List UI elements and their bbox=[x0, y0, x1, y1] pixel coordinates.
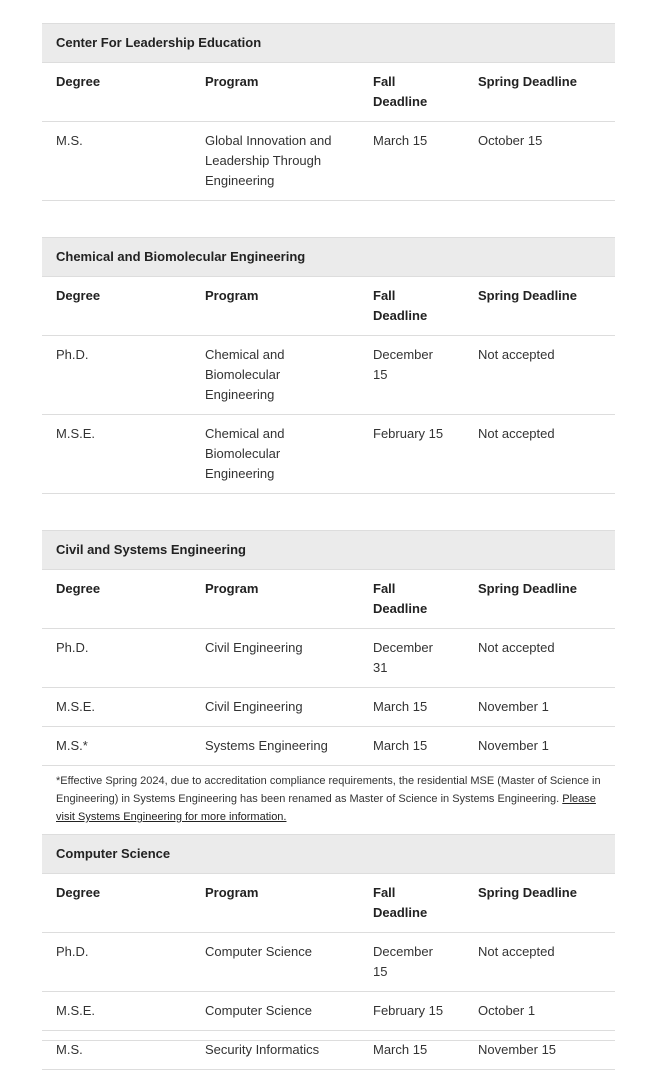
deadlines-content: Center For Leadership Education Degree Pro… bbox=[42, 23, 616, 1070]
footnote-text: *Effective Spring 2024, due to accredita… bbox=[56, 775, 601, 805]
cell-spring: October 1 bbox=[464, 991, 616, 1031]
cell-fall: March 15 bbox=[359, 121, 464, 201]
deadline-table: Civil and Systems Engineering Degree Progr… bbox=[42, 530, 615, 766]
deadline-table: Chemical and Biomolecular Engineering Deg… bbox=[42, 237, 616, 494]
column-header-program: Program bbox=[191, 62, 359, 122]
column-header-fall: Fall Deadline bbox=[359, 569, 464, 629]
cell-fall: December 15 bbox=[359, 335, 464, 415]
divider bbox=[42, 1040, 615, 1041]
cell-spring: Not accepted bbox=[464, 932, 616, 992]
column-header-fall: Fall Deadline bbox=[359, 62, 464, 122]
cell-degree: M.S.* bbox=[42, 726, 191, 766]
deadline-table: Center For Leadership Education Degree Pro… bbox=[42, 23, 616, 201]
column-header-spring: Spring Deadline bbox=[464, 62, 616, 122]
section-title: Civil and Systems Engineering bbox=[42, 530, 615, 570]
table-row: M.S.E. Computer Science February 15 October… bbox=[42, 991, 616, 1031]
cell-program: Chemical and Biomolecular Engineering bbox=[191, 414, 359, 494]
table-row: Ph.D. Chemical and Biomolecular Engineeri… bbox=[42, 335, 616, 415]
table-row: M.S.E. Chemical and Biomolecular Engineer… bbox=[42, 414, 616, 494]
cell-fall: March 15 bbox=[359, 726, 464, 766]
column-header-degree: Degree bbox=[42, 569, 191, 629]
column-header-fall: Fall Deadline bbox=[359, 873, 464, 933]
cell-spring: Not accepted bbox=[464, 335, 616, 415]
cell-program: Security Informatics bbox=[191, 1030, 359, 1070]
column-header-degree: Degree bbox=[42, 873, 191, 933]
column-header-spring: Spring Deadline bbox=[464, 276, 616, 336]
column-header-program: Program bbox=[191, 569, 359, 629]
cell-program: Computer Science bbox=[191, 991, 359, 1031]
cell-degree: M.S. bbox=[42, 121, 191, 201]
table-row: M.S.* Systems Engineering March 15 November… bbox=[42, 726, 615, 766]
cell-degree: Ph.D. bbox=[42, 335, 191, 415]
systems-engineering-link[interactable]: Please visit Systems Engineering for mor… bbox=[56, 793, 596, 823]
section-title: Chemical and Biomolecular Engineering bbox=[42, 237, 616, 277]
section-title: Computer Science bbox=[42, 834, 616, 874]
column-header-spring: Spring Deadline bbox=[464, 873, 616, 933]
cell-fall: February 15 bbox=[359, 991, 464, 1031]
cell-fall: December 15 bbox=[359, 932, 464, 992]
cell-program: Systems Engineering bbox=[191, 726, 359, 766]
cell-degree: M.S. bbox=[42, 1030, 191, 1070]
cell-fall: March 15 bbox=[359, 687, 464, 727]
cell-program: Civil Engineering bbox=[191, 687, 359, 727]
column-header-program: Program bbox=[191, 873, 359, 933]
column-header-program: Program bbox=[191, 276, 359, 336]
cell-program: Global Innovation and Leadership Through… bbox=[191, 121, 359, 201]
column-header-degree: Degree bbox=[42, 62, 191, 122]
deadline-table: Computer Science Degree Program Fall Deadli… bbox=[42, 834, 616, 1070]
column-header-fall: Fall Deadline bbox=[359, 276, 464, 336]
cell-degree: M.S.E. bbox=[42, 991, 191, 1031]
spacer bbox=[42, 494, 615, 530]
table-row: Ph.D. Civil Engineering December 31 Not acc… bbox=[42, 628, 615, 688]
cell-spring: November 1 bbox=[464, 687, 615, 727]
cell-spring: Not accepted bbox=[464, 628, 615, 688]
cell-program: Chemical and Biomolecular Engineering bbox=[191, 335, 359, 415]
table-row: M.S.E. Civil Engineering March 15 November … bbox=[42, 687, 615, 727]
column-header-degree: Degree bbox=[42, 276, 191, 336]
cell-fall: February 15 bbox=[359, 414, 464, 494]
column-header-spring: Spring Deadline bbox=[464, 569, 615, 629]
cell-spring: November 1 bbox=[464, 726, 615, 766]
table-row: Ph.D. Computer Science December 15 Not acce… bbox=[42, 932, 616, 992]
cell-degree: Ph.D. bbox=[42, 932, 191, 992]
cell-fall: December 31 bbox=[359, 628, 464, 688]
cell-spring: Not accepted bbox=[464, 414, 616, 494]
cell-fall: March 15 bbox=[359, 1030, 464, 1070]
cell-spring: November 15 bbox=[464, 1030, 616, 1070]
section-title: Center For Leadership Education bbox=[42, 23, 616, 63]
cell-spring: October 15 bbox=[464, 121, 616, 201]
table-row: M.S. Security Informatics March 15 November… bbox=[42, 1030, 616, 1070]
spacer bbox=[42, 201, 615, 237]
cell-degree: M.S.E. bbox=[42, 414, 191, 494]
cell-program: Computer Science bbox=[191, 932, 359, 992]
cell-degree: M.S.E. bbox=[42, 687, 191, 727]
footnote: *Effective Spring 2024, due to accredita… bbox=[42, 766, 615, 834]
cell-program: Civil Engineering bbox=[191, 628, 359, 688]
cell-degree: Ph.D. bbox=[42, 628, 191, 688]
table-row: M.S. Global Innovation and Leadership Thr… bbox=[42, 121, 616, 201]
